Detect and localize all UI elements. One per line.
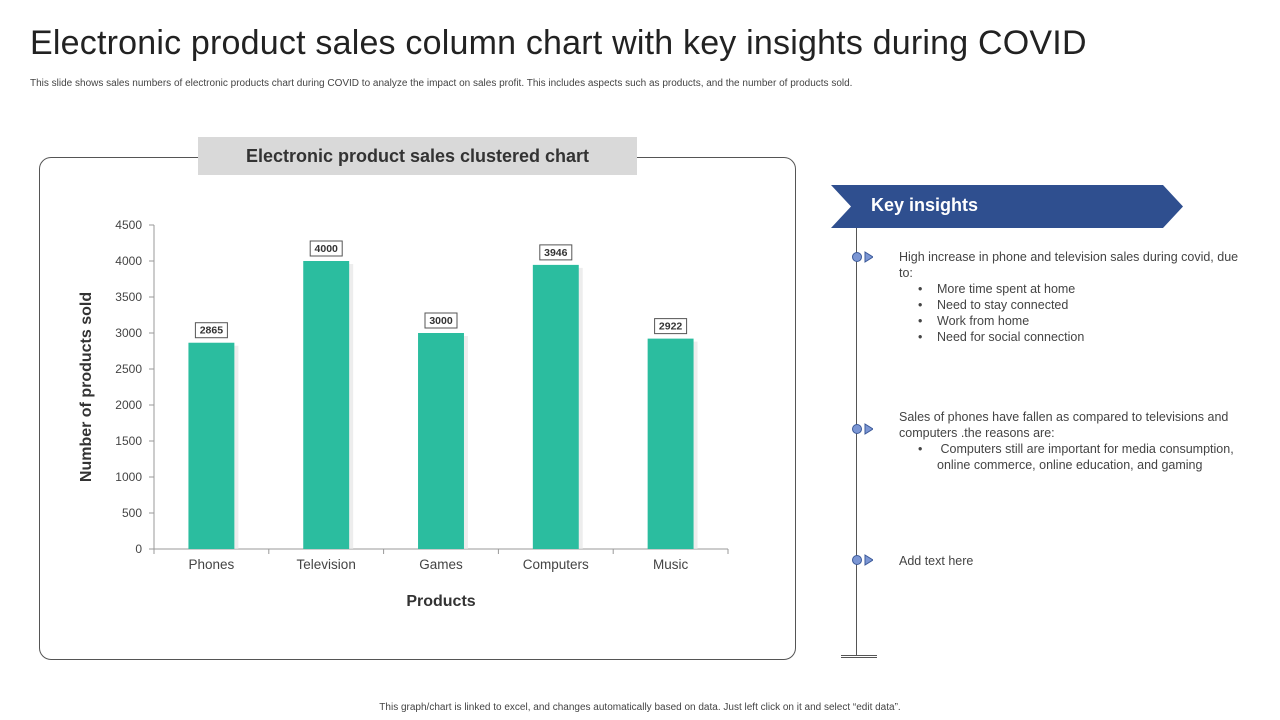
- insight-bullet: More time spent at home: [918, 281, 1239, 297]
- data-label: 3946: [544, 247, 568, 259]
- insight-bullet-list: More time spent at home Need to stay con…: [899, 281, 1239, 345]
- insight-item: Add text here: [899, 553, 1239, 569]
- slide-title: Electronic product sales column chart wi…: [30, 24, 1087, 62]
- data-label-box: [194, 322, 228, 339]
- timeline-base: [841, 655, 877, 658]
- y-tick-label: 500: [122, 506, 142, 520]
- x-tick-label: Television: [297, 557, 356, 572]
- x-axis-title: Products: [406, 593, 475, 610]
- y-tick-label: 1000: [115, 470, 142, 484]
- y-tick-label: 3000: [115, 326, 142, 340]
- bar: [188, 342, 235, 549]
- y-tick-label: 2000: [115, 398, 142, 412]
- timeline-marker-icon: [852, 423, 873, 435]
- slide-subtitle: This slide shows sales numbers of electr…: [30, 78, 853, 89]
- data-label-box: [539, 244, 573, 261]
- data-label: 2922: [659, 321, 683, 333]
- y-tick-label: 4000: [115, 254, 142, 268]
- insight-text: Add text here: [899, 554, 974, 568]
- y-tick-label: 1500: [115, 434, 142, 448]
- insight-bullet: Need for social connection: [918, 329, 1239, 345]
- footer-note: This graph/chart is linked to excel, and…: [379, 702, 901, 713]
- data-label-box: [424, 312, 458, 329]
- insight-item: Sales of phones have fallen as compared …: [899, 409, 1239, 473]
- bar: [303, 261, 350, 549]
- bar-chart[interactable]: 0 500 1000 1500 2000 2500 3000 3500 4000 4500 2865…: [60, 200, 760, 620]
- x-tick-label: Music: [653, 557, 689, 572]
- timeline-marker-icon: [852, 554, 873, 566]
- insight-text: Sales of phones have fallen as compared …: [899, 410, 1229, 440]
- bar: [647, 338, 694, 549]
- insight-bullet-list: Computers still are important for media …: [899, 441, 1239, 473]
- x-tick-label: Computers: [523, 557, 589, 572]
- y-axis-title: Number of products sold: [78, 292, 95, 482]
- insight-bullet: Need to stay connected: [918, 297, 1239, 313]
- insight-bullet: Computers still are important for media …: [918, 441, 1239, 473]
- y-tick-label: 0: [135, 542, 142, 556]
- data-label: 2865: [200, 325, 224, 337]
- bar: [418, 333, 464, 549]
- timeline-marker-icon: [852, 251, 873, 263]
- key-insights-heading: Key insights: [871, 195, 979, 215]
- data-label-box: [309, 240, 343, 257]
- x-tick-label: Games: [419, 557, 463, 572]
- chart-header: Electronic product sales clustered chart: [198, 137, 637, 175]
- insight-bullet: Work from home: [918, 313, 1239, 329]
- y-tick-label: 3500: [115, 290, 142, 304]
- key-insights-banner: [831, 185, 1183, 228]
- data-label: 3000: [429, 315, 453, 327]
- data-label: 4000: [315, 243, 339, 255]
- bar: [532, 264, 579, 549]
- y-tick-label: 4500: [115, 218, 142, 232]
- y-tick-label: 2500: [115, 362, 142, 376]
- data-label-box: [654, 318, 688, 335]
- insight-item: High increase in phone and television sa…: [899, 249, 1239, 345]
- insight-text: High increase in phone and television sa…: [899, 250, 1239, 280]
- x-tick-label: Phones: [189, 557, 235, 572]
- timeline-line: [856, 228, 857, 656]
